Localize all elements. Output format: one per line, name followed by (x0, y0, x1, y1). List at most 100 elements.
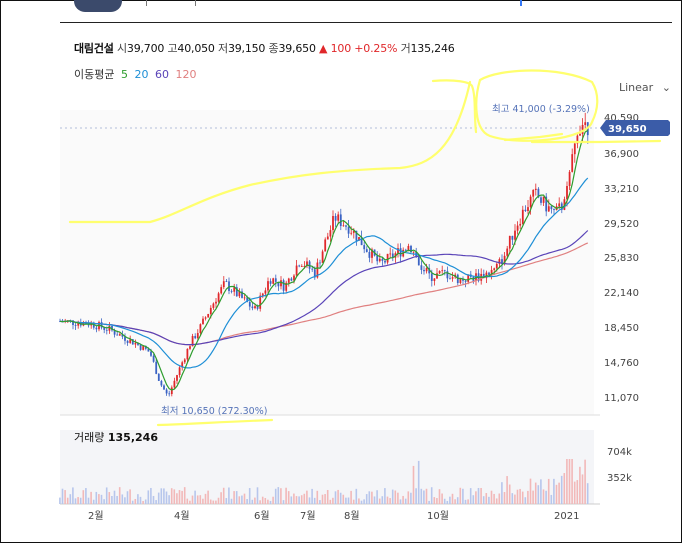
volume-bar (313, 497, 316, 504)
candle-body (384, 260, 386, 263)
ma60-label: 60 (154, 68, 169, 81)
candle-body (410, 245, 412, 253)
candle-body (173, 380, 176, 388)
highlight-stroke-low (156, 418, 274, 427)
candle-body (371, 249, 373, 258)
candle-body (147, 348, 150, 352)
volume-bar (482, 496, 485, 504)
ma20-line (59, 177, 589, 369)
volume-bar (64, 490, 66, 504)
volume-bar (183, 487, 186, 504)
volume-bar (116, 495, 118, 504)
candle-body (233, 287, 236, 292)
volume-bar (90, 491, 92, 504)
candle-body (417, 257, 420, 266)
active-tab[interactable] (74, 0, 122, 12)
volume-bar (191, 495, 194, 504)
volume-bar (501, 482, 503, 504)
volume-bar (277, 487, 280, 504)
volume-bar (82, 490, 85, 504)
volume-bar (477, 487, 480, 504)
month-label: 4월 (174, 510, 190, 522)
candle-body (131, 339, 134, 345)
volume-bar (560, 475, 563, 504)
volume-bar (352, 499, 355, 504)
volume-bar (160, 488, 163, 504)
candle-body (246, 297, 249, 302)
volume-bar (248, 488, 251, 504)
candle-body (451, 277, 454, 279)
candle-body (230, 290, 233, 292)
candle-body (511, 235, 514, 240)
volume-bar (189, 500, 191, 504)
volume-bar (339, 492, 342, 504)
candle-body (493, 268, 496, 270)
scale-dropdown[interactable]: Linear ⌄ (619, 81, 671, 94)
volume-bar (469, 488, 472, 504)
volume-bar (124, 497, 126, 504)
volume-bar (358, 498, 360, 504)
volume-bar (251, 499, 254, 504)
candle-body (157, 373, 160, 381)
candle-body (443, 270, 446, 272)
volume-bar (472, 495, 475, 504)
volume-bar (519, 488, 521, 504)
volume-bar (303, 493, 306, 504)
candle-body (261, 293, 264, 296)
volume-bar (394, 490, 397, 504)
candle-body (204, 317, 207, 319)
volume-bar (542, 489, 545, 504)
candle-body (345, 225, 347, 227)
volume-bar (293, 493, 295, 504)
volume-bar (199, 495, 202, 504)
volume-bar (69, 494, 72, 504)
volume-bar (326, 489, 329, 504)
candle-body (222, 281, 225, 288)
candle-body (428, 268, 431, 274)
volume-bar (579, 466, 581, 504)
volume-bar (243, 493, 246, 504)
candle-body (534, 188, 537, 191)
candle-body (550, 206, 553, 210)
volume-bar (381, 496, 384, 504)
candle-body (103, 327, 106, 330)
volume-bar (264, 497, 267, 504)
candle-body (516, 225, 519, 231)
candle-body (495, 263, 498, 269)
volume-bar (256, 487, 259, 504)
volume-bar (514, 494, 516, 504)
volume-bar (77, 497, 79, 504)
volume-bar (490, 490, 493, 504)
volume-bar (150, 487, 152, 504)
candle-body (303, 266, 306, 267)
candle-body (285, 282, 288, 291)
volume-bar (186, 498, 189, 504)
candle-body (519, 223, 522, 226)
volume-bar (155, 500, 157, 504)
ma120-label: 120 (175, 68, 197, 81)
volume-bar (209, 499, 212, 504)
volume-bar (334, 491, 337, 504)
volume-bar (170, 488, 173, 504)
candle-body (397, 248, 399, 254)
candle-body (272, 278, 275, 284)
candle-body (542, 196, 545, 203)
candle-body (347, 226, 350, 234)
volume-bar (443, 498, 446, 504)
volume-bar (433, 497, 436, 504)
candle-body (295, 265, 298, 276)
candle-body (134, 342, 137, 345)
volume-bar (269, 500, 272, 504)
volume-bar (329, 499, 332, 504)
candle-body (365, 249, 368, 252)
candle-body (254, 306, 256, 309)
candle-body (391, 253, 394, 258)
volume-bar (365, 494, 368, 504)
candle-body (150, 351, 152, 356)
candle-body (545, 196, 548, 212)
candle-body (368, 251, 371, 258)
candle-body (92, 322, 95, 328)
candle-body (363, 245, 366, 250)
